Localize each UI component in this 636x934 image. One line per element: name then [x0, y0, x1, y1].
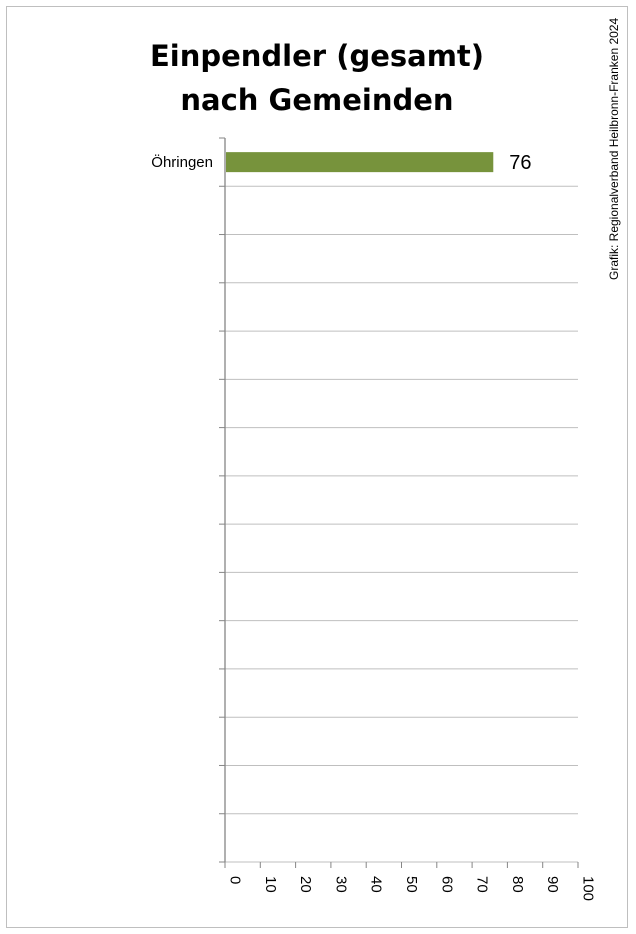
x-tick-label: 90 — [544, 876, 561, 893]
x-tick-label: 60 — [438, 876, 455, 893]
bar — [226, 152, 494, 173]
chart-title-line-1: Einpendler (gesamt) — [149, 39, 485, 73]
x-tick-label: 80 — [509, 876, 526, 893]
x-tick-label: 10 — [262, 876, 279, 893]
x-tick-label: 70 — [474, 876, 491, 893]
x-tick-label: 100 — [580, 876, 597, 901]
chart-title: Einpendler (gesamt) nach Gemeinden — [6, 34, 628, 122]
chart-title-line-2: nach Gemeinden — [180, 83, 454, 117]
data-label: 76 — [509, 152, 531, 174]
x-tick-label: 0 — [227, 876, 244, 884]
x-tick-label: 50 — [403, 876, 420, 893]
x-tick-label: 20 — [297, 876, 314, 893]
x-tick-label: 30 — [332, 876, 349, 893]
category-label: Öhringen — [151, 153, 213, 171]
x-tick-label: 40 — [368, 876, 385, 893]
